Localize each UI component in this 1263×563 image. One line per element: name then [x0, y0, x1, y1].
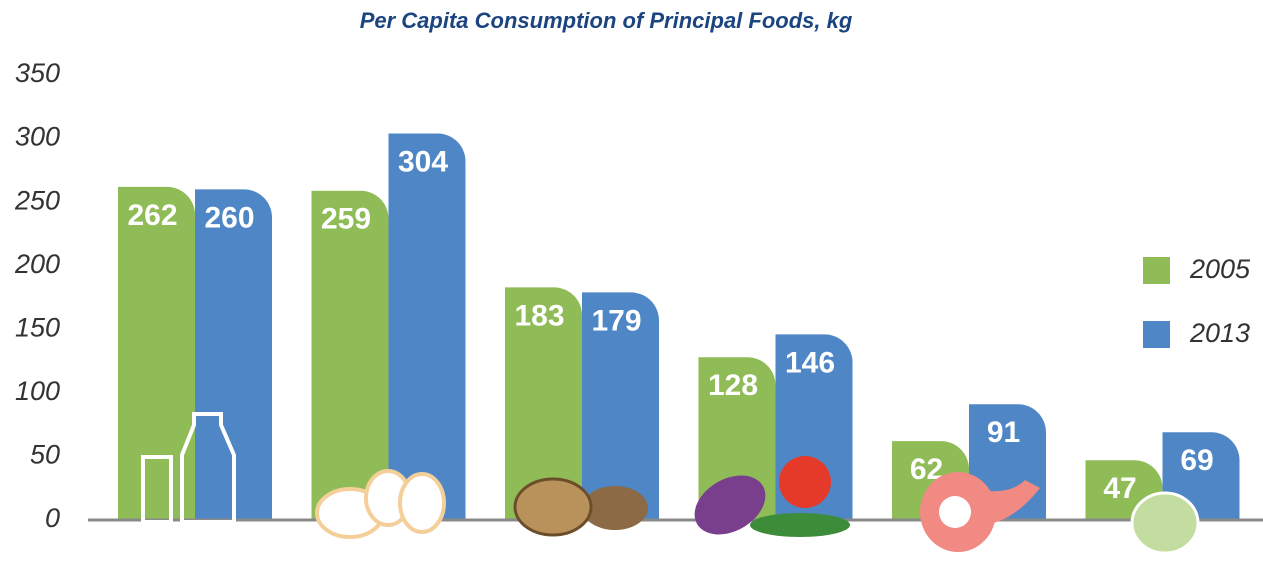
value-label: 91 — [987, 416, 1020, 449]
y-tick-label: 50 — [30, 440, 60, 470]
icon-bottle — [180, 412, 236, 524]
value-label: 179 — [591, 304, 641, 337]
bar — [311, 190, 389, 520]
legend-label: 2013 — [1189, 318, 1250, 348]
icon-glass — [141, 455, 173, 524]
icon-meat-bone — [939, 496, 971, 528]
legend-swatch — [1143, 257, 1170, 284]
value-label: 146 — [785, 346, 835, 379]
value-label: 304 — [398, 145, 448, 178]
value-label: 260 — [204, 201, 254, 234]
legend-label: 2005 — [1189, 254, 1251, 284]
y-tick-label: 200 — [14, 249, 60, 279]
bar — [582, 292, 659, 520]
y-tick-label: 350 — [15, 58, 60, 88]
icon-egg — [398, 472, 446, 534]
icon-meat-leg — [980, 480, 1040, 525]
chart-title: Per Capita Consumption of Principal Food… — [360, 8, 853, 33]
legend-swatch — [1143, 321, 1170, 348]
value-label: 128 — [708, 369, 758, 402]
icon-potato — [513, 477, 593, 537]
icon-tomato — [779, 456, 831, 508]
value-label: 262 — [127, 199, 177, 232]
value-label: 69 — [1180, 444, 1213, 477]
icon-eggplant — [694, 475, 766, 535]
food-icons — [141, 412, 1200, 555]
icon-apple — [1130, 491, 1200, 555]
plot — [118, 133, 1240, 520]
y-tick-label: 0 — [45, 503, 60, 533]
y-tick-label: 100 — [15, 376, 60, 406]
value-label: 47 — [1103, 472, 1136, 505]
bar — [118, 186, 195, 520]
icon-potato — [582, 486, 648, 530]
bar — [195, 189, 272, 520]
icon-cucumber — [750, 513, 850, 537]
value-label: 259 — [321, 203, 371, 236]
y-tick-label: 250 — [14, 185, 60, 215]
y-tick-label: 150 — [15, 312, 60, 342]
bar — [388, 133, 466, 520]
y-tick-label: 300 — [15, 122, 60, 152]
value-label: 183 — [514, 299, 564, 332]
bar — [505, 287, 582, 520]
